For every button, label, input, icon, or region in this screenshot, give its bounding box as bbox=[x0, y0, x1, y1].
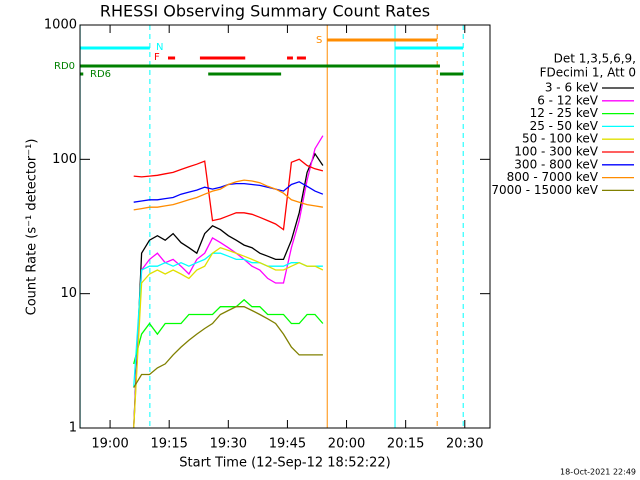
footer-date: 18-Oct-2021 22:49 bbox=[560, 468, 636, 477]
series-line bbox=[133, 135, 324, 429]
series-line bbox=[133, 298, 324, 365]
x-axis-label: Start Time (12-Sep-12 18:52:22) bbox=[179, 456, 390, 471]
legend-label: 100 - 300 keV bbox=[514, 145, 598, 159]
x-tick-label: 20:15 bbox=[387, 437, 424, 452]
x-tick-label: 19:45 bbox=[269, 437, 306, 452]
flag-label: N bbox=[156, 42, 163, 53]
y-axis-label: Count Rate (s⁻¹ detector⁻¹) bbox=[25, 139, 40, 316]
legend-title: Det 1,3,5,6,9, bbox=[554, 52, 636, 66]
plot-frame bbox=[79, 24, 491, 429]
legend-label: 7000 - 15000 keV bbox=[491, 183, 598, 197]
x-tick-label: 20:00 bbox=[328, 437, 365, 452]
legend-label: 6 - 12 keV bbox=[537, 93, 599, 107]
series-line bbox=[133, 252, 323, 388]
chart-title: RHESSI Observing Summary Count Rates bbox=[100, 2, 430, 21]
series-line bbox=[133, 246, 324, 429]
flag-label: RD6 bbox=[90, 69, 111, 80]
series-line bbox=[133, 179, 324, 211]
legend-label: 300 - 800 keV bbox=[514, 157, 598, 171]
y-tick-label: 1000 bbox=[44, 18, 77, 33]
x-tick-label: 19:00 bbox=[91, 437, 128, 452]
legend-label: 3 - 6 keV bbox=[545, 81, 599, 95]
series-line bbox=[133, 158, 324, 231]
flag-label: S bbox=[316, 35, 322, 46]
legend-label: 800 - 7000 keV bbox=[507, 170, 599, 184]
legend-label: 12 - 25 keV bbox=[530, 106, 599, 120]
y-tick-label: 10 bbox=[60, 286, 77, 301]
legend-label: 25 - 50 keV bbox=[530, 119, 599, 133]
legend-title: FDecimi 1, Att 0 bbox=[540, 66, 636, 80]
x-tick-label: 19:30 bbox=[210, 437, 247, 452]
series-line bbox=[133, 306, 323, 388]
y-tick-label: 1 bbox=[69, 421, 77, 436]
legend-label: 50 - 100 keV bbox=[522, 132, 599, 146]
x-tick-label: 20:30 bbox=[446, 437, 483, 452]
flag-label: F bbox=[154, 52, 160, 63]
series-line bbox=[133, 152, 324, 429]
flag-label: RD0 bbox=[54, 61, 75, 72]
y-tick-label: 100 bbox=[52, 152, 77, 167]
x-tick-label: 19:15 bbox=[150, 437, 187, 452]
